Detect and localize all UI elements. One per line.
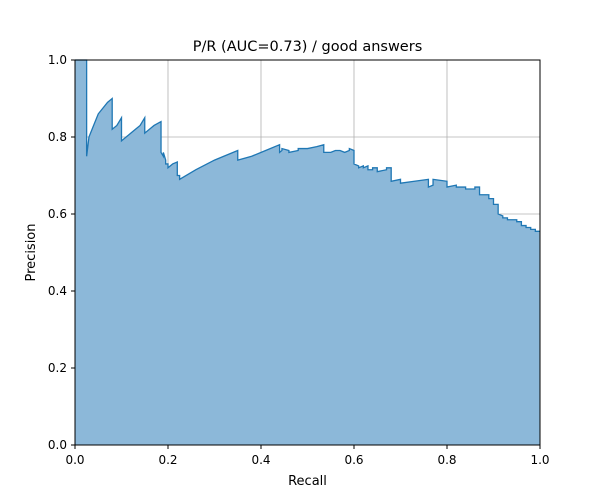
y-tick-label: 0.0: [48, 438, 67, 452]
x-axis-label: Recall: [288, 474, 327, 489]
y-tick-label: 0.4: [48, 284, 67, 298]
y-tick-label: 0.2: [48, 361, 67, 375]
y-tick-label: 1.0: [48, 53, 67, 67]
y-tick-label: 0.8: [48, 130, 67, 144]
y-tick-label: 0.6: [48, 207, 67, 221]
x-tick-label: 0.0: [65, 453, 84, 467]
ticks: 0.0 0.2 0.4 0.6 0.8 1.0 0.0 0.2 0.4 0.6 0.8 1.0: [48, 53, 550, 467]
x-tick-label: 0.8: [437, 453, 456, 467]
y-axis-label: Precision: [24, 223, 39, 281]
x-tick-label: 0.2: [158, 453, 177, 467]
data-layer: [75, 59, 540, 445]
pr-area-fill: [75, 60, 540, 445]
pr-curve-line: [75, 59, 540, 232]
x-tick-label: 0.4: [251, 453, 270, 467]
plot-frame: [74, 59, 541, 446]
x-tick-label: 0.6: [344, 453, 363, 467]
chart-title: P/R (AUC=0.73) / good answers: [193, 39, 423, 55]
x-tick-label: 1.0: [530, 453, 549, 467]
